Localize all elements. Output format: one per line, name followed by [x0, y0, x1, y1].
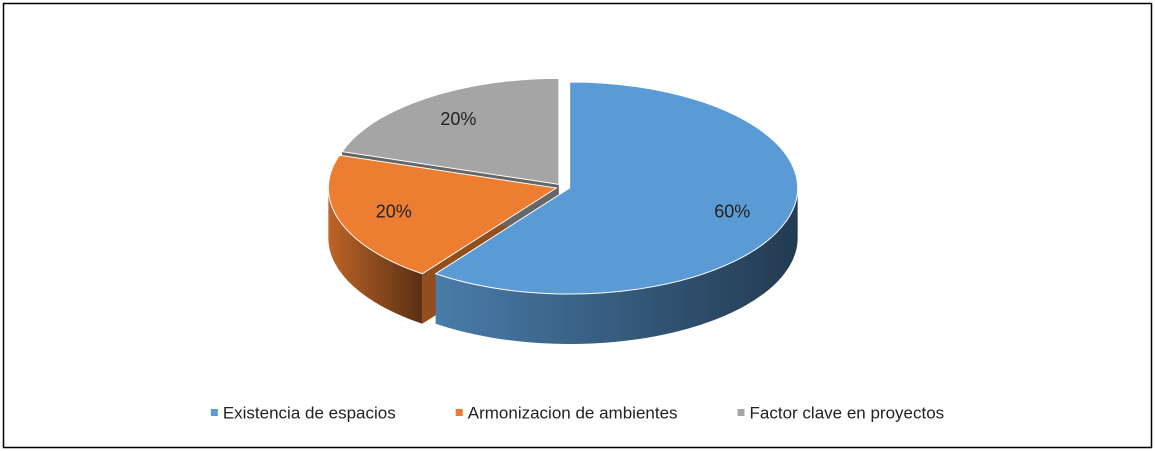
slice — [327, 154, 558, 275]
data-label: 20% — [440, 109, 476, 129]
legend-label: Factor clave en proyectos — [750, 403, 945, 422]
data-label: 60% — [714, 201, 750, 221]
legend-marker — [737, 409, 745, 416]
data-label: 20% — [376, 201, 412, 221]
legend-label: Armonizacion de ambientes — [468, 403, 678, 422]
slice-wall — [328, 188, 423, 324]
slice — [341, 77, 560, 185]
legend-marker — [455, 409, 463, 416]
legend-marker — [210, 409, 218, 416]
slice-wall — [435, 188, 798, 345]
legend-label: Existencia de espacios — [223, 403, 396, 422]
slice — [434, 81, 799, 295]
